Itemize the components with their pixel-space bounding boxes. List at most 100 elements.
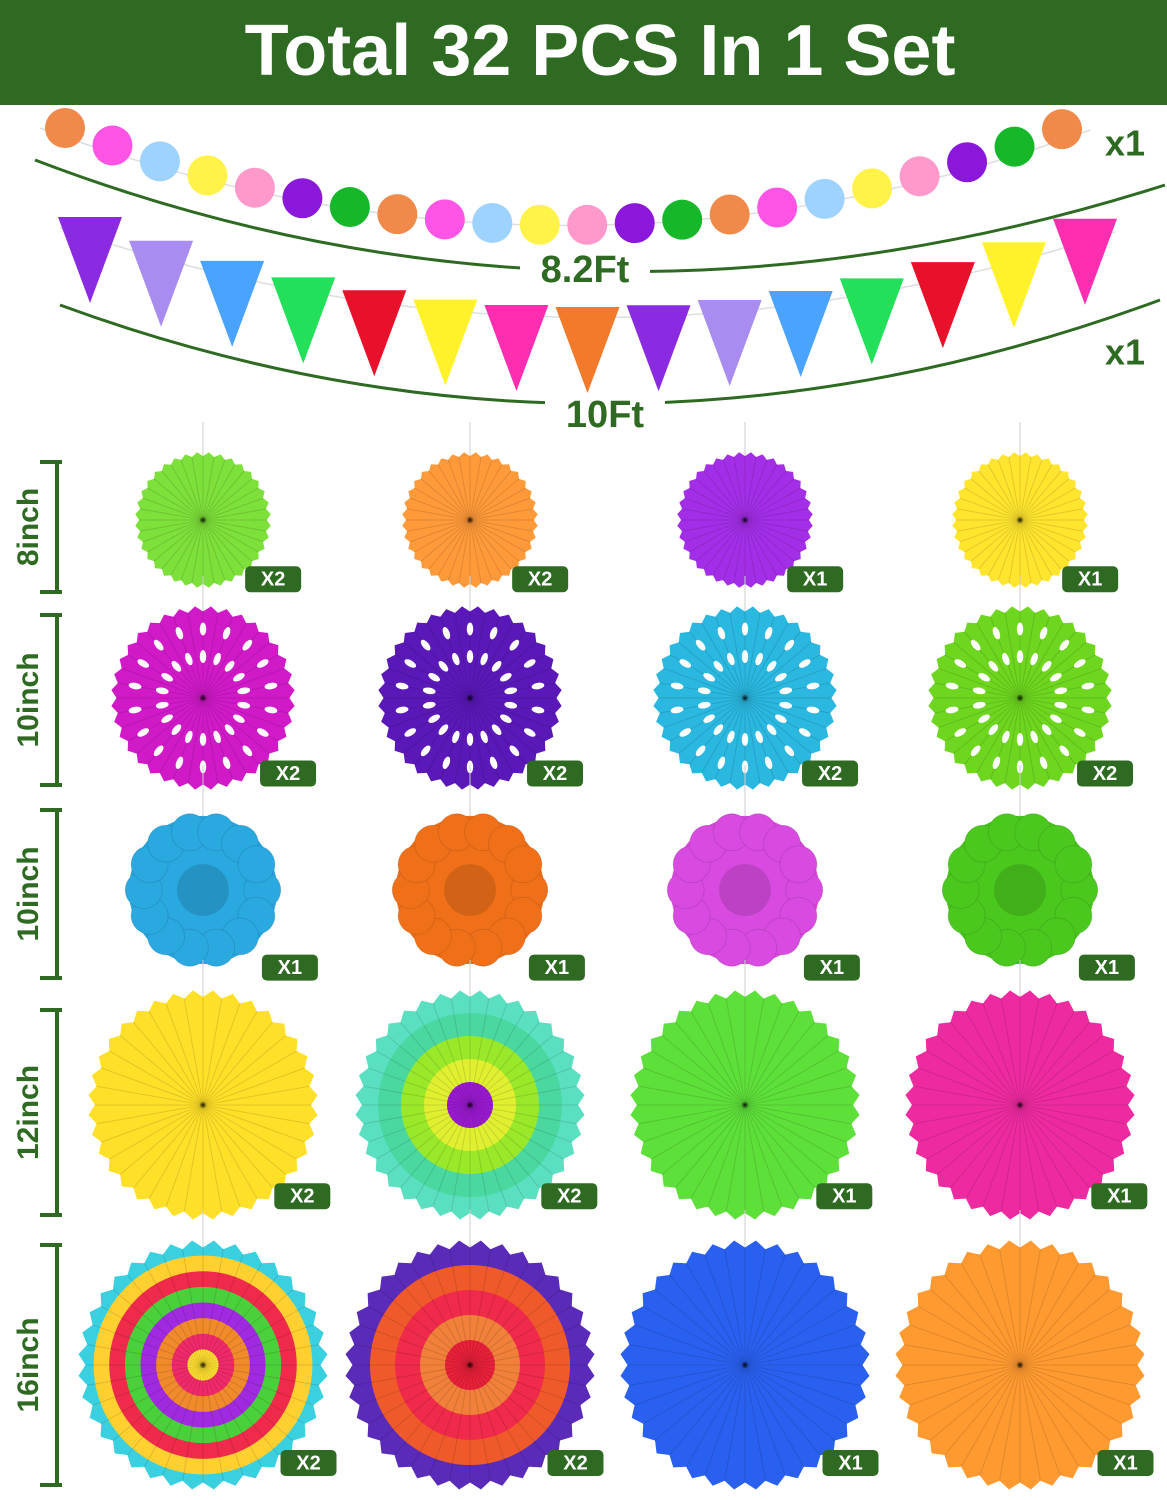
fan-hole xyxy=(256,659,269,668)
fan-fold xyxy=(1019,1085,1127,1106)
fan-fold xyxy=(1019,1035,1104,1106)
fan-fold xyxy=(744,1262,805,1366)
fan-fold xyxy=(675,1021,746,1106)
fan-fold xyxy=(663,697,746,729)
fan-hole xyxy=(764,627,773,640)
fan-fold xyxy=(663,667,746,699)
fan-hole xyxy=(970,745,981,757)
fan-fold xyxy=(1019,1274,1096,1366)
fan-fold xyxy=(469,1104,564,1160)
fan-fold xyxy=(629,1344,746,1366)
fan-fold xyxy=(1019,1364,1131,1406)
fan-hole xyxy=(1073,659,1086,668)
fan-fold xyxy=(944,1274,1021,1366)
size-label: 12inch xyxy=(12,1065,45,1160)
quantity-badge xyxy=(816,1183,873,1210)
fan-fold xyxy=(202,1364,263,1468)
fan-hole xyxy=(798,728,811,737)
quantity-label: X1 xyxy=(545,957,569,979)
quantity-label: X2 xyxy=(290,1185,314,1207)
fan-fold xyxy=(929,1289,1021,1366)
fan-fold xyxy=(953,642,1021,699)
garland-circle xyxy=(757,187,798,228)
fan-fold xyxy=(202,1254,244,1366)
fan-fold xyxy=(970,519,1021,562)
fan-center xyxy=(1017,1102,1023,1108)
fan-fold xyxy=(183,998,204,1106)
fan-hole xyxy=(213,652,221,666)
fan xyxy=(378,606,562,790)
fan-center xyxy=(742,1102,748,1108)
fan-fold xyxy=(432,1104,471,1207)
fan-center xyxy=(467,1102,473,1108)
fan-hole xyxy=(779,687,793,695)
fan-fold xyxy=(447,459,471,521)
fan-hole xyxy=(466,732,474,746)
fan-fold xyxy=(913,1085,1021,1106)
fan-fold xyxy=(744,519,806,543)
fan-fold xyxy=(1019,519,1053,576)
fan-fold xyxy=(999,1249,1021,1366)
fan-fold xyxy=(960,1262,1021,1366)
fan-fold xyxy=(202,1344,319,1366)
fan-hole xyxy=(784,745,795,757)
fan-hole xyxy=(500,714,512,723)
fan-fold xyxy=(136,642,204,699)
fan-hole xyxy=(523,659,536,668)
fan-fold xyxy=(437,519,471,576)
fan-hole xyxy=(222,756,231,769)
fan-fold xyxy=(701,622,746,699)
fan-hole xyxy=(480,652,488,666)
fan-fold xyxy=(420,478,471,521)
fan-hole xyxy=(175,756,184,769)
fan-fold xyxy=(744,1289,836,1366)
fan-fold xyxy=(997,519,1021,581)
fan-hole xyxy=(420,745,431,757)
fan-hole xyxy=(1073,728,1086,737)
fan-fold xyxy=(96,1104,204,1125)
fan-fold xyxy=(685,1262,746,1366)
fan-fold xyxy=(202,1364,279,1456)
fan-center xyxy=(200,695,206,701)
fan-hole xyxy=(491,724,502,736)
fan-fold xyxy=(1019,1344,1136,1366)
fan-fold xyxy=(970,478,1021,521)
size-label: 16inch xyxy=(12,1317,45,1412)
fan-fold xyxy=(153,478,204,521)
fan-fold xyxy=(202,519,264,543)
fan-hole xyxy=(806,682,820,690)
fan-fold xyxy=(202,1003,241,1106)
fan-fold xyxy=(202,1085,310,1106)
garland-flag xyxy=(271,277,336,364)
fan-hole xyxy=(395,706,409,714)
quantity-badge xyxy=(1077,760,1134,787)
fan-fold xyxy=(744,519,768,581)
pompom-petal xyxy=(237,845,276,884)
fan-hole xyxy=(153,639,164,651)
fan-center xyxy=(1017,517,1023,523)
fan-hole xyxy=(1016,650,1024,664)
quantity-label: X2 xyxy=(528,569,552,591)
fan-fold xyxy=(744,456,757,521)
fan-hole xyxy=(766,660,777,672)
fan-fold xyxy=(359,1364,471,1406)
fan-fold xyxy=(1019,1050,1114,1106)
fan-fold xyxy=(202,1104,258,1199)
fan-fold xyxy=(109,1050,204,1106)
fan-fold xyxy=(638,1085,746,1106)
fan-fold xyxy=(469,1035,554,1106)
fan-fold xyxy=(950,1021,1021,1106)
fan-hole xyxy=(480,730,488,744)
fan-fold xyxy=(202,1249,224,1366)
fan-fold xyxy=(469,459,493,521)
fan-fold xyxy=(926,1050,1021,1106)
fan-fold xyxy=(429,1254,471,1366)
fan-hole xyxy=(717,756,726,769)
fan-hole xyxy=(155,701,169,709)
fan-hole xyxy=(1059,745,1070,757)
fan-fold xyxy=(119,1104,204,1175)
fan-fold xyxy=(703,470,746,521)
fan-fold xyxy=(454,612,471,699)
fan-fold xyxy=(162,1254,204,1366)
fan-fold xyxy=(999,1364,1021,1481)
